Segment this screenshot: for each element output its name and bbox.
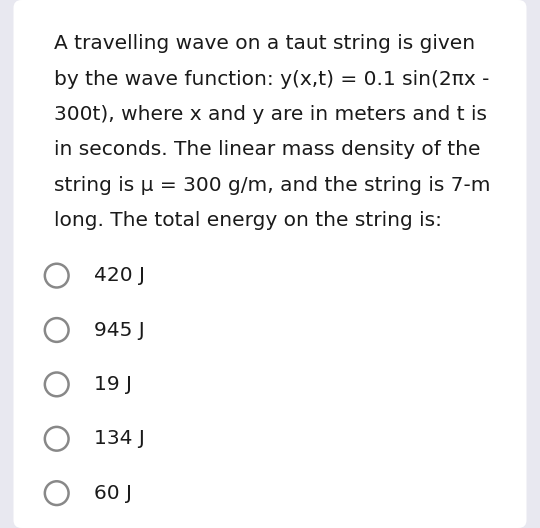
Text: 420 J: 420 J — [94, 266, 145, 285]
Text: long. The total energy on the string is:: long. The total energy on the string is: — [54, 211, 442, 230]
Text: by the wave function: y(x,t) = 0.1 sin(2πx -: by the wave function: y(x,t) = 0.1 sin(2… — [54, 70, 489, 89]
Text: 60 J: 60 J — [94, 484, 132, 503]
Text: 19 J: 19 J — [94, 375, 132, 394]
Text: A travelling wave on a taut string is given: A travelling wave on a taut string is gi… — [54, 34, 475, 53]
Text: 945 J: 945 J — [94, 320, 145, 340]
Text: 300t), where x and y are in meters and t is: 300t), where x and y are in meters and t… — [54, 105, 487, 124]
FancyBboxPatch shape — [14, 0, 526, 528]
Text: 134 J: 134 J — [94, 429, 145, 448]
Text: in seconds. The linear mass density of the: in seconds. The linear mass density of t… — [54, 140, 481, 159]
Text: string is μ = 300 g/m, and the string is 7-m: string is μ = 300 g/m, and the string is… — [54, 176, 490, 195]
